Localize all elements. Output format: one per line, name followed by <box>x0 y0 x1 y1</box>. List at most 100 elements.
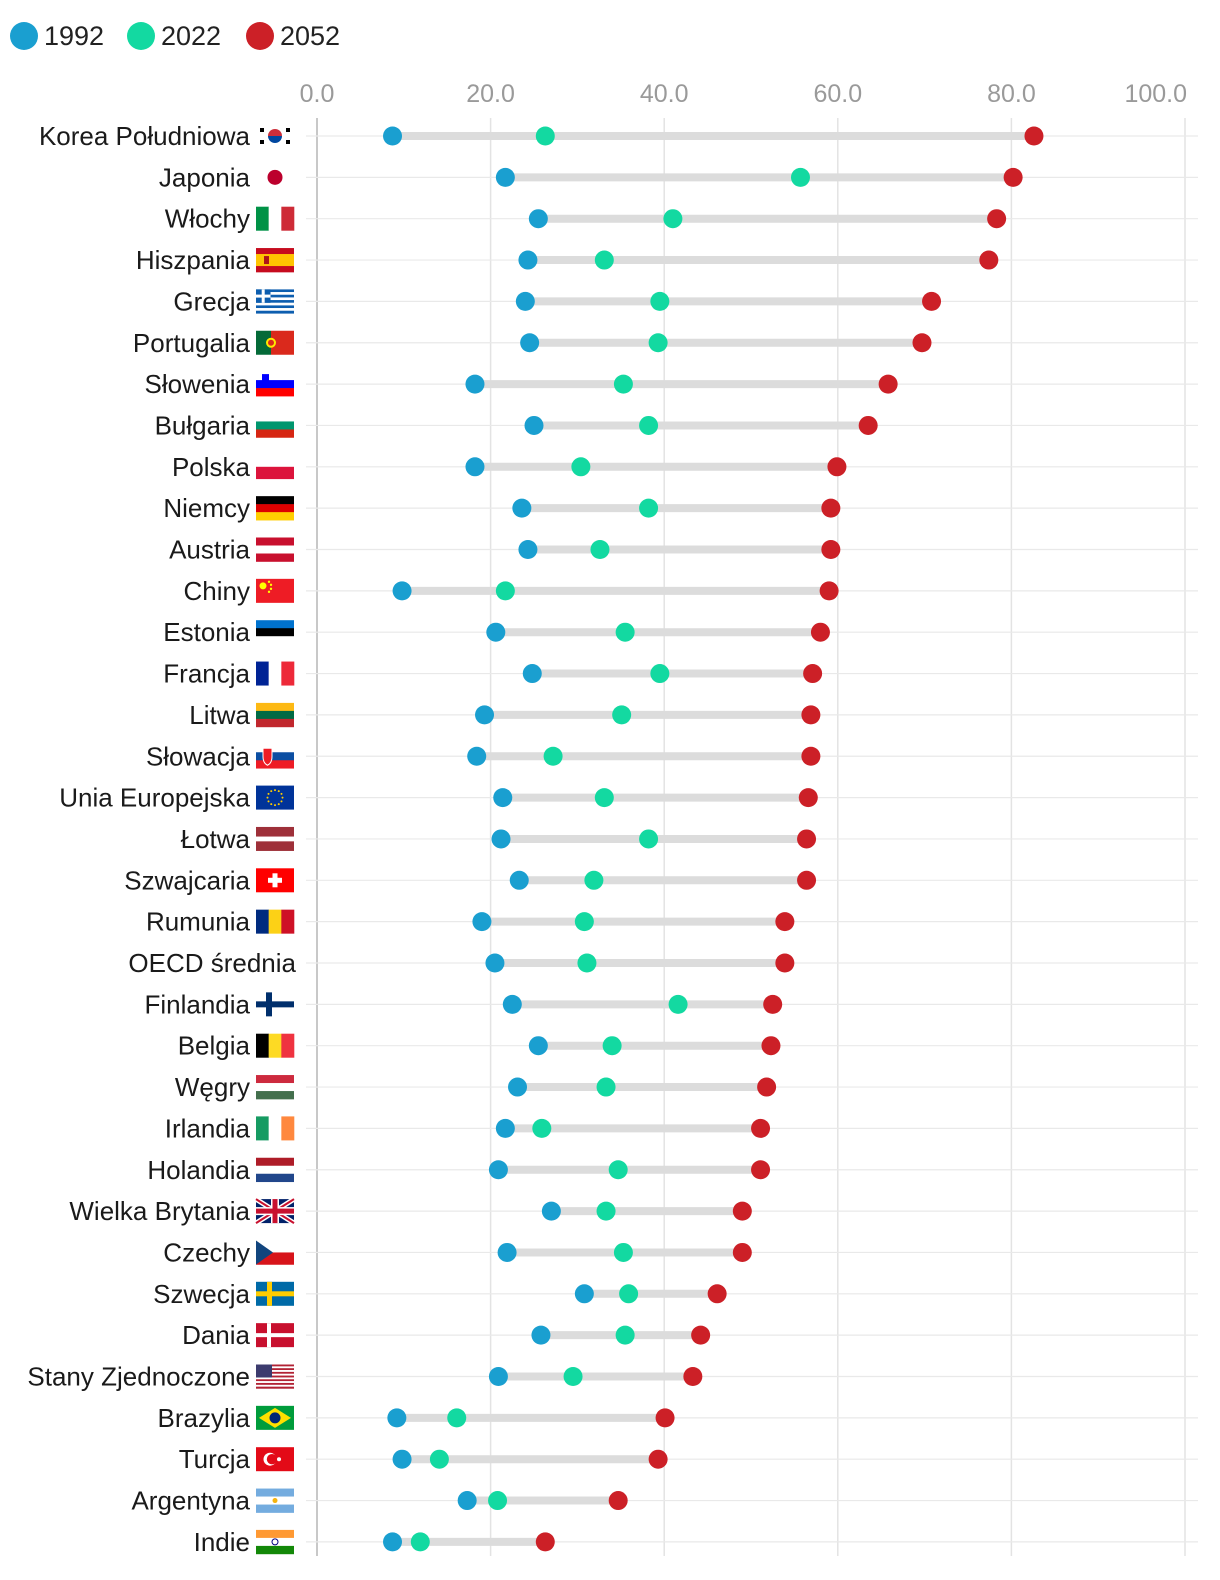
row-s-owacja: Słowacja <box>146 741 821 771</box>
dot-1992 <box>502 994 522 1014</box>
dot-2022 <box>543 746 563 766</box>
x-axis-ticks: 0.0 20.0 40.0 60.0 80.0 100.0 <box>300 80 1187 108</box>
x-tick-label: 0.0 <box>300 80 335 108</box>
dot-2022 <box>650 664 670 684</box>
poland-flag <box>256 454 294 480</box>
dot-2052 <box>987 209 1007 229</box>
uk-flag <box>254 1196 296 1226</box>
row-hiszpania: Hiszpania <box>136 245 999 275</box>
dot-1992 <box>485 953 505 973</box>
hungary-flag <box>256 1075 294 1100</box>
country-label: Hiszpania <box>136 245 251 275</box>
dot-1992 <box>472 912 492 932</box>
dot-2052 <box>732 1201 752 1221</box>
dot-2052 <box>683 1367 703 1386</box>
switzerland-flag <box>256 868 294 893</box>
dot-2052 <box>912 333 932 353</box>
chart-rows: Korea Południowa Japonia Włochy Hiszpania Gr… <box>27 121 1044 1557</box>
ireland-flag <box>256 1116 295 1141</box>
country-label: Węgry <box>175 1072 250 1102</box>
row-portugalia: Portugalia <box>133 328 932 358</box>
country-label: Niemcy <box>163 493 250 523</box>
dot-2052 <box>1024 126 1044 146</box>
dot-1992 <box>531 1325 551 1345</box>
dot-2052 <box>775 912 795 932</box>
dot-1992 <box>497 1242 517 1262</box>
dot-2022 <box>429 1449 449 1469</box>
dot-2052 <box>535 1532 555 1552</box>
x-tick-label: 80.0 <box>987 80 1036 108</box>
dot-2022 <box>639 498 659 518</box>
dot-2022 <box>613 1242 633 1262</box>
row-turcja: Turcja <box>179 1444 668 1474</box>
x-tick-label: 60.0 <box>813 80 862 108</box>
country-label: Wielka Brytania <box>69 1196 250 1226</box>
dot-1992 <box>495 1118 515 1138</box>
legend: 1992 2022 2052 <box>10 21 340 51</box>
country-label: Czechy <box>163 1237 250 1267</box>
legend-item-1992: 1992 <box>10 21 104 51</box>
dot-2052 <box>648 1449 668 1469</box>
germany-flag <box>256 496 294 521</box>
austria-flag <box>256 537 294 562</box>
country-label: OECD średnia <box>128 948 296 978</box>
row-czechy: Czechy <box>163 1237 752 1267</box>
dot-2022 <box>577 953 597 973</box>
dot-2022 <box>663 209 683 229</box>
row-brazylia: Brazylia <box>158 1403 675 1433</box>
dot-2022 <box>639 415 659 435</box>
dot-2022 <box>571 457 591 477</box>
row-belgia: Belgia <box>178 1031 781 1061</box>
dot-2022 <box>594 250 614 270</box>
dot-2022 <box>613 374 633 394</box>
dot-2052 <box>763 994 783 1014</box>
country-label: Bułgaria <box>155 410 251 440</box>
dot-2052 <box>922 291 942 311</box>
legend-marker <box>246 22 274 50</box>
row-finlandia: Finlandia <box>144 989 783 1019</box>
dot-2052 <box>707 1284 727 1304</box>
dot-2052 <box>878 374 898 394</box>
country-label: Szwajcaria <box>124 865 250 895</box>
row-grecja: Grecja <box>173 286 942 316</box>
dot-2052 <box>821 498 841 518</box>
slovakia-flag <box>256 744 294 769</box>
italy-flag <box>256 206 295 231</box>
dot-2052 <box>810 622 830 642</box>
bulgaria-flag <box>256 413 294 438</box>
dot-1992 <box>522 664 542 684</box>
country-label: Litwa <box>189 700 250 730</box>
dot-1992 <box>467 746 487 766</box>
legend-marker <box>127 22 155 50</box>
dot-1992 <box>488 1367 508 1386</box>
dot-1992 <box>392 1449 412 1469</box>
dot-1992 <box>495 167 515 187</box>
estonia-flag <box>256 620 294 645</box>
row-stany-zjednoczone: Stany Zjednoczone <box>27 1362 703 1392</box>
dot-1992 <box>518 540 538 559</box>
dot-2052 <box>979 250 999 270</box>
dot-2022 <box>615 1325 635 1345</box>
country-label: Szwecja <box>153 1279 250 1309</box>
country-label: Turcja <box>179 1444 251 1474</box>
dot-1992 <box>457 1491 477 1511</box>
dot-2022 <box>594 788 614 808</box>
dot-2022 <box>532 1118 552 1138</box>
dot-2022 <box>495 581 515 601</box>
x-tick-label: 20.0 <box>466 80 515 108</box>
denmark-flag <box>256 1323 294 1348</box>
china-flag <box>256 578 294 603</box>
dot-1992 <box>528 1036 548 1056</box>
latvia-flag <box>256 826 294 851</box>
dot-2052 <box>821 540 841 559</box>
row-estonia: Estonia <box>163 617 830 647</box>
dot-1992 <box>486 622 506 642</box>
dot-2052 <box>797 870 817 890</box>
greece-flag <box>256 289 294 314</box>
country-label: Grecja <box>173 286 250 316</box>
country-label: Irlandia <box>165 1113 251 1143</box>
row-argentyna: Argentyna <box>131 1486 628 1516</box>
row-niemcy: Niemcy <box>163 493 841 523</box>
dot-2052 <box>691 1325 711 1345</box>
